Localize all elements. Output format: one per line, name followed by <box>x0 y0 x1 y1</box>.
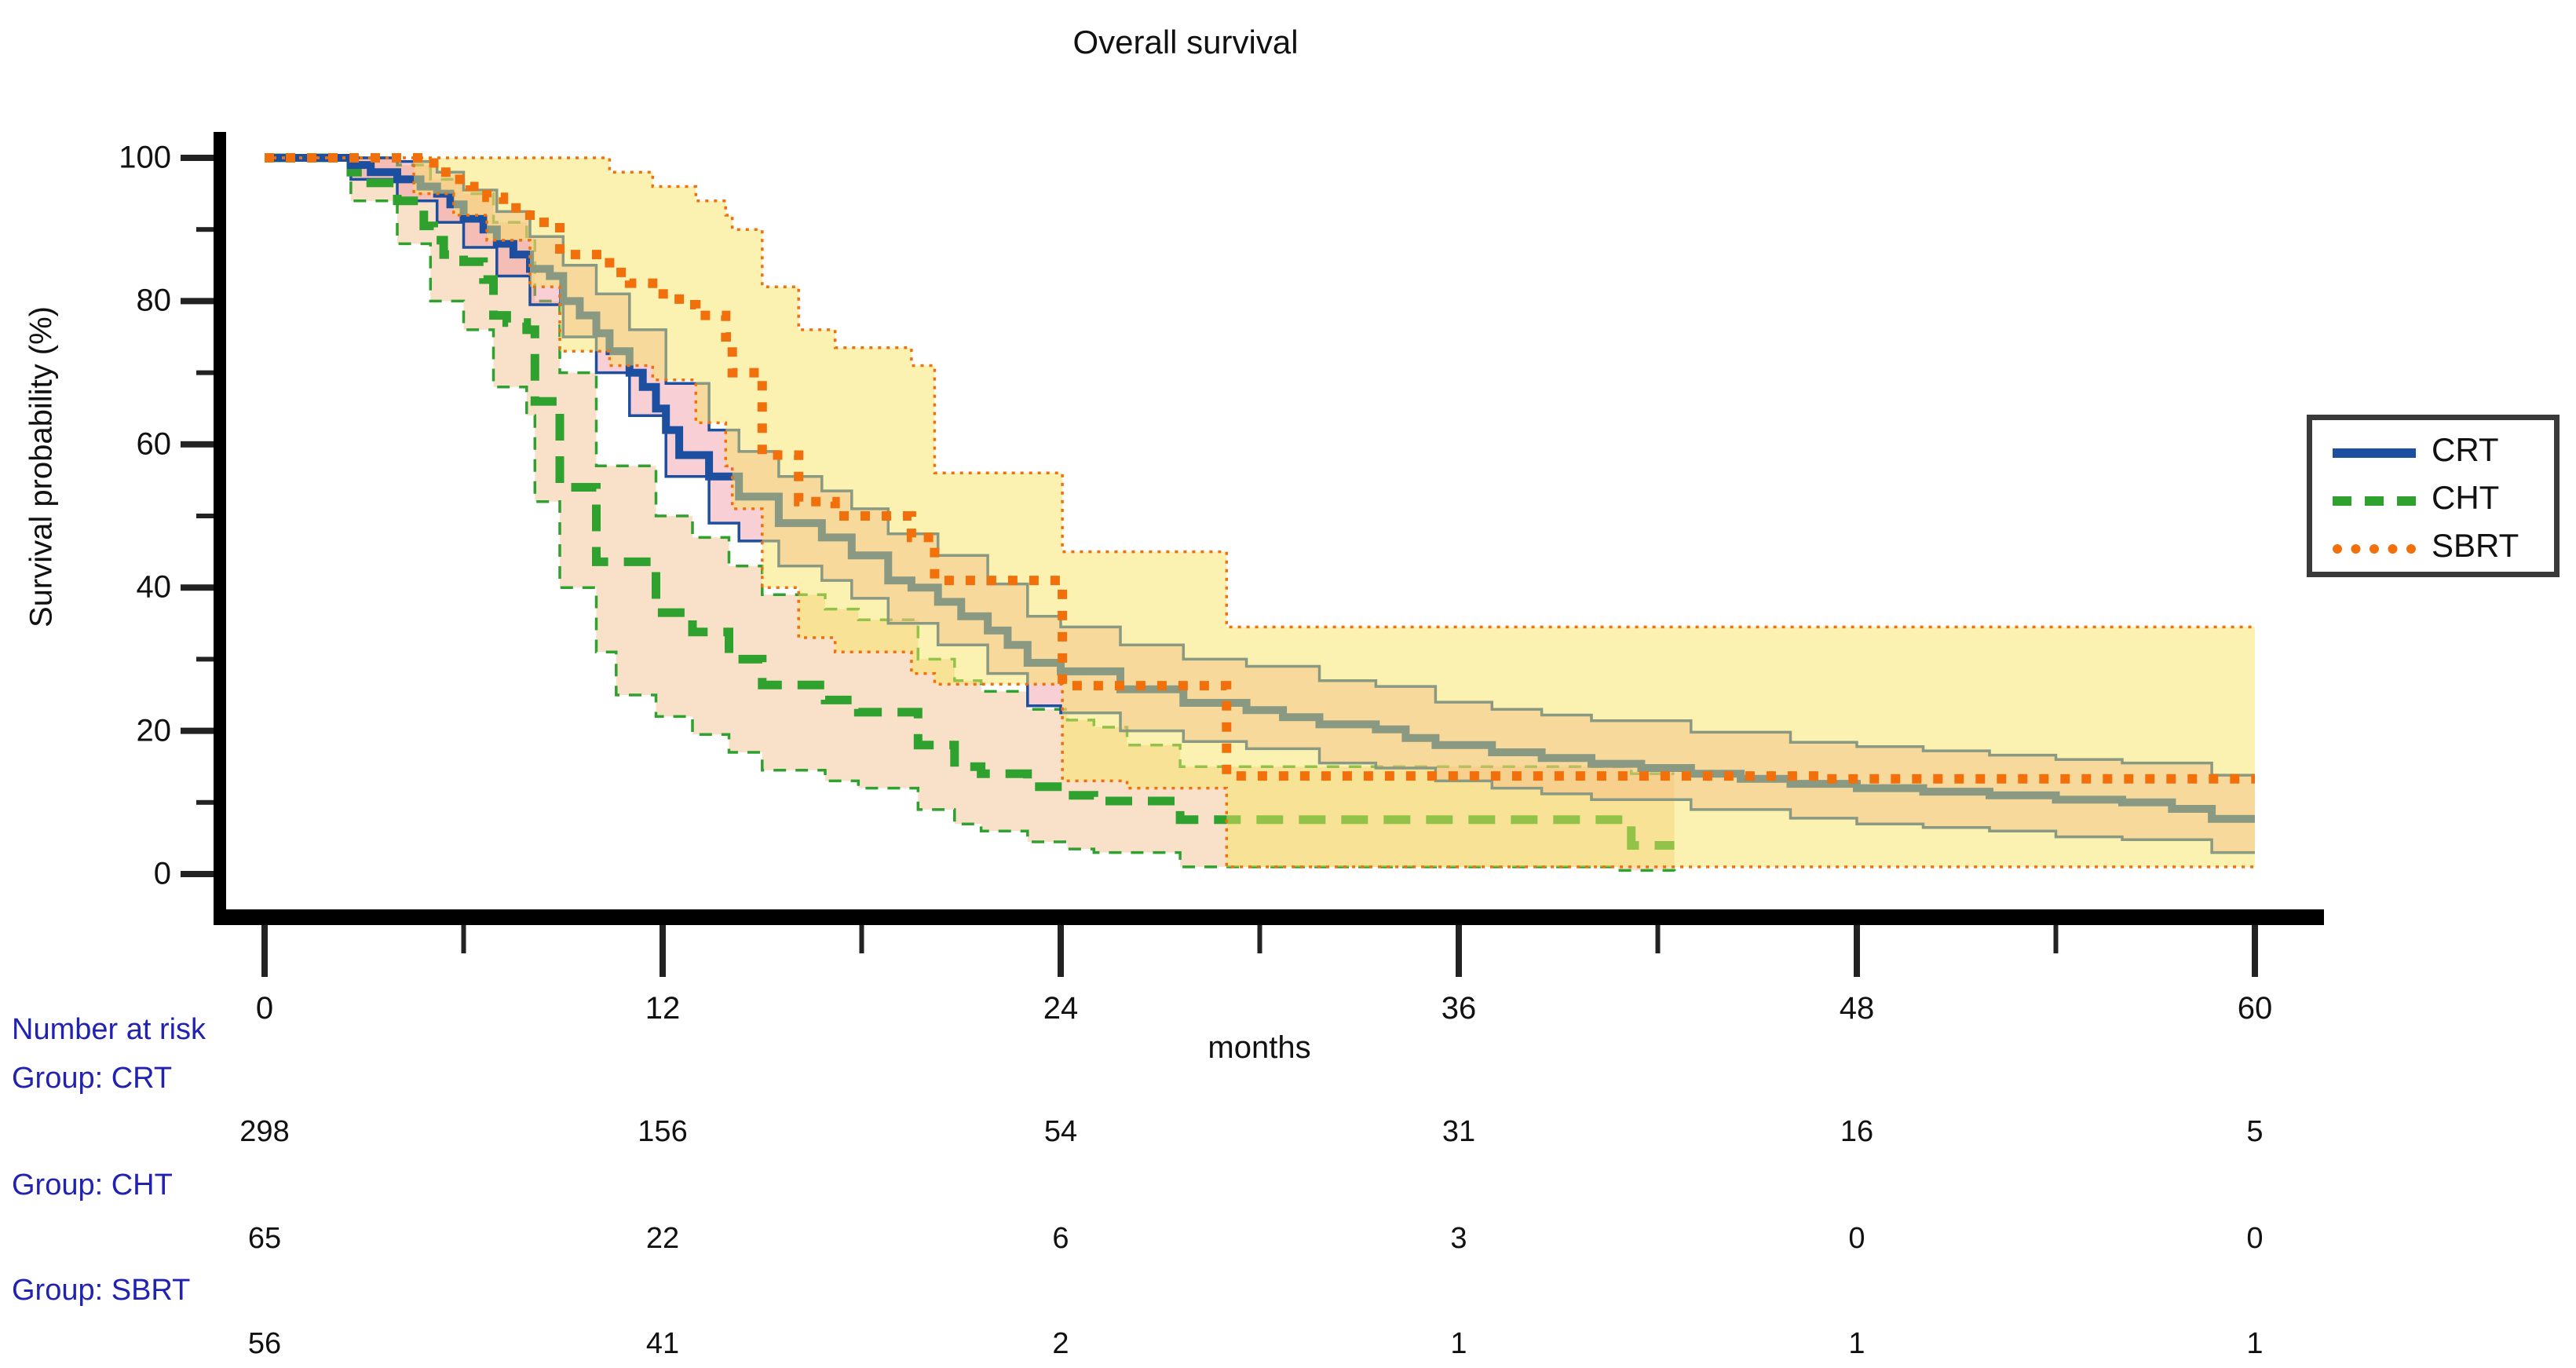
y-minor-tick <box>196 799 214 805</box>
chart-title: Overall survival <box>1072 24 1299 60</box>
x-axis-line <box>214 909 2324 925</box>
legend-crt-line-sample <box>2333 448 2416 458</box>
y-tick-label-0: 0 <box>153 856 171 891</box>
ci-lower-cht <box>265 156 1676 872</box>
risk-count: 41 <box>645 1327 680 1360</box>
x-major-tick <box>660 925 666 977</box>
x-minor-tick <box>859 925 864 953</box>
risk-count: 0 <box>1848 1222 1865 1255</box>
legend-label: CRT <box>2432 431 2499 468</box>
legend-label: CHT <box>2432 479 2500 516</box>
y-tick-label-60: 60 <box>136 426 172 462</box>
y-minor-tick <box>196 370 214 375</box>
y-major-tick <box>181 871 214 877</box>
risk-group-label-crt: Group: CRT <box>12 1062 173 1095</box>
risk-count: 3 <box>1450 1222 1467 1255</box>
x-tick-label-12: 12 <box>645 991 681 1026</box>
risk-count: 65 <box>247 1222 282 1255</box>
risk-group-label-sbrt: Group: SBRT <box>12 1274 191 1307</box>
risk-count: 2 <box>1052 1327 1069 1360</box>
risk-count: 1 <box>2246 1327 2264 1360</box>
y-minor-tick <box>196 227 214 232</box>
x-tick-label-60: 60 <box>2237 991 2273 1026</box>
risk-count: 56 <box>247 1327 282 1360</box>
x-tick-label-24: 24 <box>1043 991 1079 1026</box>
x-major-tick <box>261 925 268 977</box>
risk-count: 16 <box>1840 1115 1874 1148</box>
risk-count: 31 <box>1441 1115 1476 1148</box>
x-major-tick <box>2252 925 2258 977</box>
legend-entry-crt: CRT <box>2312 428 2554 472</box>
risk-count: 298 <box>239 1115 290 1148</box>
y-major-tick <box>181 727 214 734</box>
ci-band-sbrt <box>265 158 2255 867</box>
x-minor-tick <box>1257 925 1262 953</box>
y-tick-label-100: 100 <box>119 140 171 175</box>
risk-count: 5 <box>2246 1115 2264 1148</box>
y-tick-label-40: 40 <box>136 569 172 605</box>
legend-sbrt-line-sample <box>2333 544 2416 554</box>
series-line-sbrt <box>265 153 2255 784</box>
y-minor-tick <box>196 514 214 518</box>
ci-lower-sbrt <box>265 156 2255 869</box>
risk-count: 1 <box>1450 1327 1467 1360</box>
risk-count: 6 <box>1052 1222 1069 1255</box>
risk-group-label-cht: Group: CHT <box>12 1169 173 1202</box>
x-major-tick <box>1456 925 1462 977</box>
x-major-tick <box>1854 925 1860 977</box>
y-tick-label-20: 20 <box>136 713 172 748</box>
risk-count: 156 <box>638 1115 688 1148</box>
y-major-tick <box>181 298 214 305</box>
risk-count: 0 <box>2246 1222 2264 1255</box>
risk-count: 22 <box>645 1222 680 1255</box>
x-tick-label-48: 48 <box>1839 991 1875 1026</box>
x-minor-tick <box>461 925 466 953</box>
x-minor-tick <box>2053 925 2059 953</box>
legend-label: SBRT <box>2432 527 2519 564</box>
number-at-risk-title: Number at risk <box>12 1013 206 1046</box>
y-tick-label-80: 80 <box>136 283 172 318</box>
x-minor-tick <box>1655 925 1661 953</box>
x-tick-label-0: 0 <box>255 991 274 1026</box>
y-major-tick <box>181 441 214 448</box>
y-major-tick <box>181 155 214 161</box>
series-line-cht <box>265 153 1675 850</box>
y-major-tick <box>181 584 214 591</box>
legend-cht-line-sample <box>2333 496 2416 506</box>
risk-count: 1 <box>1848 1327 1865 1360</box>
y-minor-tick <box>196 657 214 662</box>
risk-count: 54 <box>1043 1115 1078 1148</box>
legend-entry-cht: CHT <box>2312 476 2554 520</box>
x-tick-label-36: 36 <box>1441 991 1477 1026</box>
x-major-tick <box>1058 925 1064 977</box>
legend-entry-sbrt: SBRT <box>2312 524 2554 568</box>
x-axis-title: months <box>1208 1030 1311 1065</box>
legend: CRT CHT SBRT <box>2307 415 2560 577</box>
ci-upper-sbrt <box>265 156 2255 629</box>
y-axis-line <box>214 132 226 925</box>
